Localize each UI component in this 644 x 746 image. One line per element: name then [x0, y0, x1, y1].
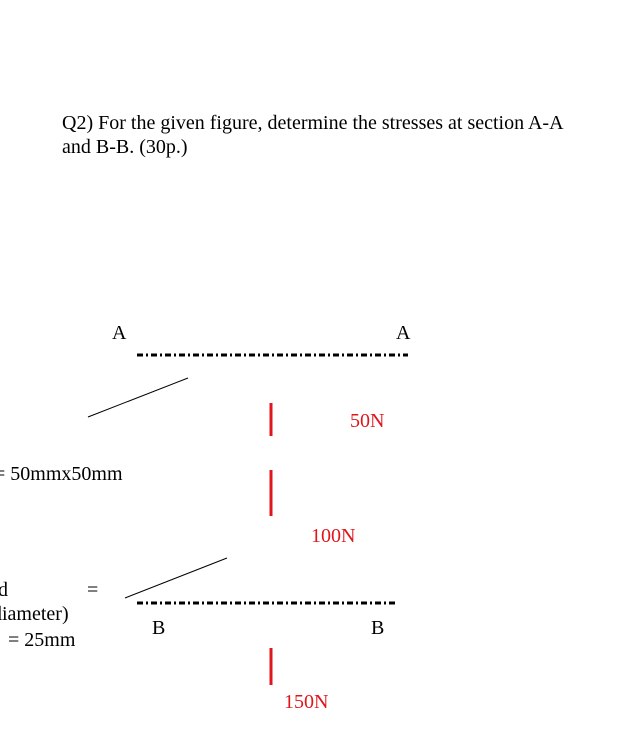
leader-line-diameter: [124, 557, 228, 599]
diameter-value: = 25mm: [8, 629, 76, 651]
section-a-right-label: A: [396, 322, 411, 344]
leader-line-area: [87, 377, 189, 418]
area-label: = 50mmx50mm: [0, 463, 123, 485]
force-label-50n: 50N: [350, 410, 385, 432]
d-label: d: [0, 579, 8, 601]
equals-sign: =: [87, 579, 99, 601]
question-line-2: and B-B. (30p.): [62, 136, 188, 158]
question-line-1: Q2) For the given figure, determine the …: [62, 112, 564, 134]
force-label-100n: 100N: [311, 525, 356, 547]
section-b-right-label: B: [371, 617, 385, 639]
force-label-150n: 150N: [284, 691, 329, 713]
section-b-left-label: B: [152, 617, 166, 639]
diameter-label: diameter): [0, 603, 69, 625]
section-a-left-label: A: [112, 322, 127, 344]
